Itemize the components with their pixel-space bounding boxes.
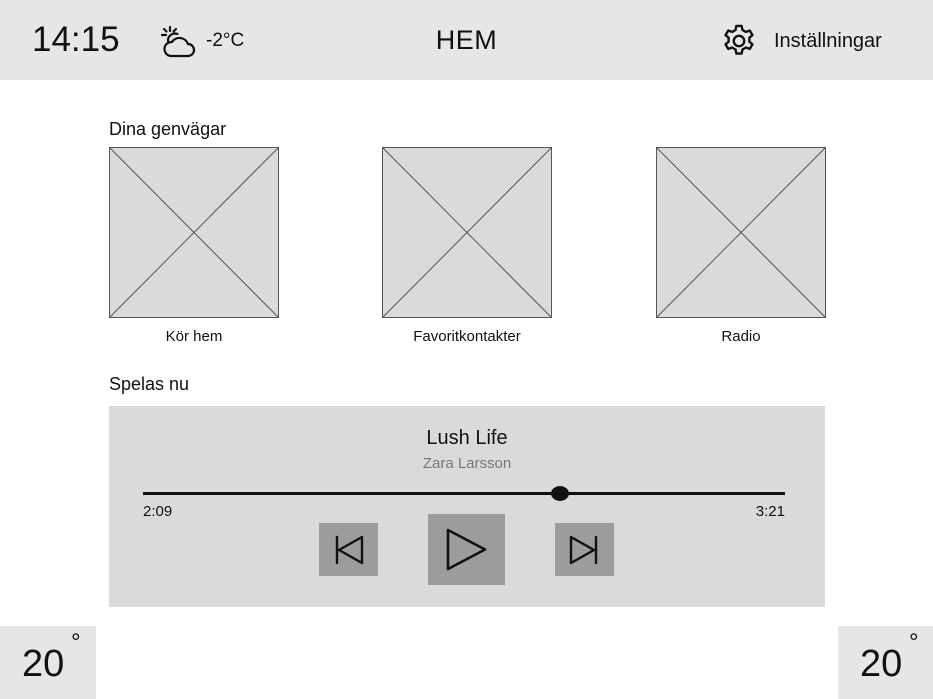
degree-symbol: °	[71, 629, 81, 656]
shortcut-label: Kör hem	[165, 328, 223, 345]
shortcut-label: Radio	[721, 328, 761, 345]
clock: 14:15	[32, 20, 120, 59]
climate-left-temperature[interactable]: 20 °	[0, 626, 96, 699]
play-button[interactable]	[428, 514, 505, 585]
top-bar: 14:15 -2°C HEM Inställningar	[0, 0, 933, 80]
progress-handle[interactable]	[551, 486, 570, 501]
image-placeholder	[656, 147, 826, 318]
progress-track	[143, 492, 785, 495]
shortcuts-heading: Dina genvägar	[109, 119, 227, 139]
temperature-value: 20	[860, 643, 903, 685]
elapsed-time: 2:09	[143, 503, 173, 520]
shortcut-drive-home[interactable]: Kör hem	[109, 147, 279, 345]
play-icon	[446, 528, 487, 571]
track-title: Lush Life	[426, 427, 508, 449]
outside-temperature: -2°C	[206, 30, 245, 51]
shortcut-label: Favoritkontakter	[413, 328, 521, 345]
shortcut-radio[interactable]: Radio	[656, 147, 826, 345]
skip-next-icon	[569, 535, 598, 565]
gear-icon	[724, 24, 754, 55]
progress-slider[interactable]	[143, 486, 785, 502]
next-track-button[interactable]	[555, 523, 614, 576]
page-title: HEM	[435, 25, 498, 55]
image-placeholder	[109, 147, 279, 318]
total-time: 3:21	[755, 503, 785, 520]
shortcut-favorite-contacts[interactable]: Favoritkontakter	[382, 147, 552, 345]
track-artist: Zara Larsson	[422, 455, 512, 472]
climate-right-temperature[interactable]: 20 °	[838, 626, 933, 699]
settings-button[interactable]: Inställningar	[720, 20, 910, 60]
skip-previous-icon	[335, 535, 364, 565]
partly-cloudy-icon	[160, 25, 196, 58]
degree-symbol: °	[909, 629, 919, 656]
image-placeholder	[382, 147, 552, 318]
previous-track-button[interactable]	[319, 523, 378, 576]
temperature-value: 20	[22, 643, 65, 685]
settings-label: Inställningar	[774, 30, 882, 52]
now-playing-heading: Spelas nu	[109, 374, 190, 394]
media-player: Lush Life Zara Larsson 2:09 3:21	[109, 406, 825, 607]
